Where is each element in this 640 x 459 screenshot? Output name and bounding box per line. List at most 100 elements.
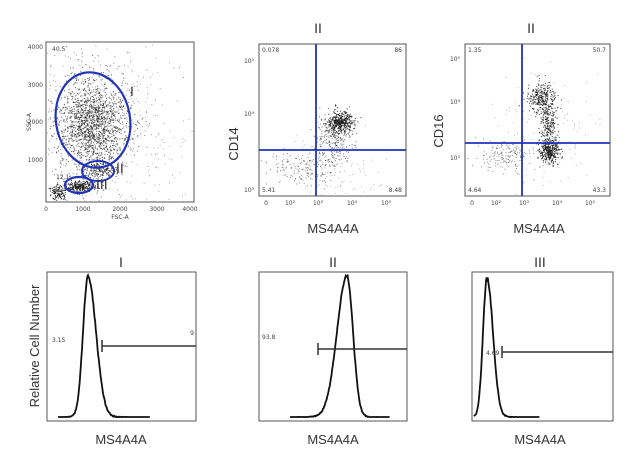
event-dot — [552, 125, 554, 127]
event-dot — [142, 117, 144, 119]
event-dot — [89, 114, 90, 116]
event-dot — [90, 125, 92, 127]
event-dot — [488, 163, 490, 165]
event-dot — [98, 146, 100, 147]
event-dot — [84, 183, 86, 185]
event-dot — [128, 145, 129, 147]
event-dot — [337, 135, 339, 137]
event-dot — [75, 188, 76, 189]
event-dot — [333, 121, 335, 123]
event-dot — [88, 141, 90, 143]
event-dot — [337, 151, 339, 153]
event-dot — [296, 157, 298, 159]
event-dot — [97, 111, 99, 113]
event-dot — [114, 56, 116, 58]
event-dot — [104, 170, 106, 171]
event-dot — [111, 114, 113, 116]
event-dot — [57, 108, 59, 110]
event-dot — [545, 93, 547, 95]
event-dot — [113, 112, 114, 114]
histogram-I-gate-right: 9 — [190, 330, 194, 337]
event-dot — [62, 136, 64, 138]
event-dot — [87, 182, 89, 184]
event-dot — [112, 134, 114, 136]
event-dot — [328, 135, 330, 137]
event-dot — [92, 68, 94, 69]
event-dot — [547, 98, 549, 100]
event-dot — [542, 154, 544, 156]
event-dot — [92, 55, 94, 57]
event-dot — [59, 142, 61, 144]
event-dot — [110, 97, 112, 99]
event-dot — [339, 113, 341, 115]
event-dot — [94, 94, 96, 96]
event-dot — [514, 135, 516, 137]
event-dot — [378, 185, 380, 187]
event-dot — [98, 61, 100, 63]
event-dot — [114, 171, 116, 173]
event-dot — [346, 126, 348, 128]
event-dot — [548, 114, 550, 116]
event-dot — [68, 183, 70, 185]
event-dot — [95, 79, 97, 81]
event-dot — [104, 88, 106, 90]
event-dot — [567, 113, 568, 115]
event-dot — [328, 119, 330, 121]
event-dot — [83, 83, 85, 85]
event-dot — [546, 93, 548, 95]
event-dot — [90, 131, 92, 133]
event-dot — [76, 125, 77, 127]
event-dot — [89, 112, 91, 114]
event-dot — [554, 98, 556, 100]
event-dot — [120, 133, 122, 135]
event-dot — [103, 117, 105, 119]
event-dot — [342, 146, 344, 148]
event-dot — [340, 121, 342, 123]
event-dot — [547, 152, 549, 154]
event-dot — [75, 54, 77, 56]
event-dot — [58, 123, 60, 125]
event-dot — [77, 184, 79, 186]
event-dot — [78, 180, 80, 182]
event-dot — [546, 127, 548, 129]
event-dot — [70, 132, 72, 134]
event-dot — [74, 115, 76, 117]
event-dot — [62, 160, 64, 162]
event-dot — [508, 156, 510, 158]
event-dot — [542, 98, 543, 100]
event-dot — [555, 148, 557, 149]
event-dot — [555, 111, 557, 113]
event-dot — [73, 136, 75, 138]
event-dot — [491, 149, 493, 151]
event-dot — [53, 75, 55, 77]
event-dot — [304, 163, 306, 165]
event-dot — [54, 174, 55, 176]
event-dot — [538, 84, 540, 86]
event-dot — [319, 129, 321, 131]
event-dot — [87, 98, 89, 100]
event-dot — [531, 108, 533, 109]
event-dot — [69, 189, 71, 191]
event-dot — [545, 111, 547, 113]
event-dot — [103, 135, 105, 137]
event-dot — [108, 122, 110, 124]
event-dot — [70, 186, 72, 188]
event-dot — [538, 91, 540, 93]
event-dot — [111, 158, 112, 160]
event-dot — [108, 105, 110, 107]
event-dot — [306, 163, 308, 165]
event-dot — [81, 184, 83, 186]
event-dot — [90, 105, 92, 107]
event-dot — [339, 171, 341, 173]
event-dot — [75, 145, 77, 147]
event-dot — [88, 139, 90, 141]
event-dot — [319, 153, 321, 154]
event-dot — [69, 117, 71, 119]
event-dot — [94, 110, 96, 112]
event-dot — [88, 144, 90, 146]
event-dot — [53, 193, 55, 195]
event-dot — [344, 118, 346, 120]
event-dot — [95, 107, 96, 109]
event-dot — [107, 130, 109, 132]
event-dot — [90, 103, 92, 105]
